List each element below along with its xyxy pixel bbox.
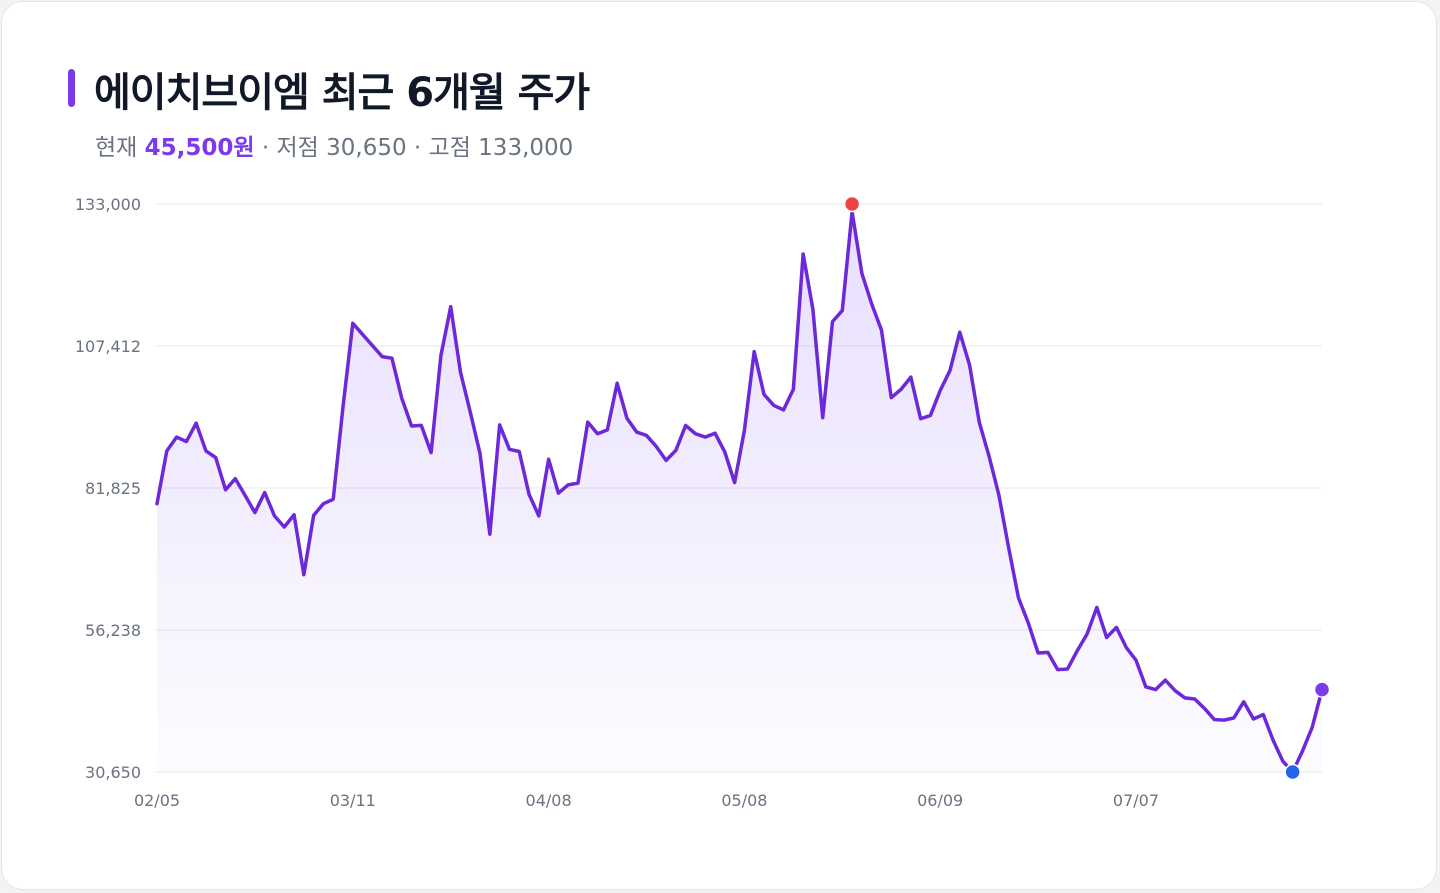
y-tick-label: 56,238 bbox=[85, 621, 141, 640]
high-price: · 고점 133,000 bbox=[413, 135, 574, 161]
x-tick-label: 04/08 bbox=[526, 791, 572, 810]
x-tick-label: 03/11 bbox=[330, 791, 376, 810]
x-tick-label: 07/07 bbox=[1113, 791, 1159, 810]
price-summary: 현재 45,500원 · 저점 30,650 · 고점 133,000 bbox=[95, 128, 573, 162]
page-title: 에이치브이엠 최근 6개월 주가 bbox=[94, 70, 590, 116]
low-price: · 저점 30,650 bbox=[261, 135, 407, 161]
y-tick-label: 107,412 bbox=[75, 337, 141, 356]
y-tick-label: 81,825 bbox=[85, 479, 141, 498]
x-tick-label: 02/05 bbox=[134, 791, 180, 810]
x-tick-label: 06/09 bbox=[917, 791, 963, 810]
high-point-marker[interactable] bbox=[843, 195, 861, 213]
current-label: 현재 bbox=[95, 135, 138, 161]
title-accent-bar bbox=[68, 69, 75, 107]
y-tick-label: 133,000 bbox=[75, 195, 141, 214]
y-tick-label: 30,650 bbox=[85, 763, 141, 782]
x-tick-label: 05/08 bbox=[721, 791, 767, 810]
price-line bbox=[155, 210, 1324, 774]
current-price: 45,500원 bbox=[144, 135, 255, 161]
current-point-marker[interactable] bbox=[1313, 681, 1331, 698]
y-axis-labels: 133,000 107,412 81,825 56,238 30,650 bbox=[75, 195, 141, 782]
low-point-marker[interactable] bbox=[1284, 763, 1301, 781]
x-axis-labels: 02/05 03/11 04/08 05/08 06/09 07/07 bbox=[134, 791, 1159, 810]
